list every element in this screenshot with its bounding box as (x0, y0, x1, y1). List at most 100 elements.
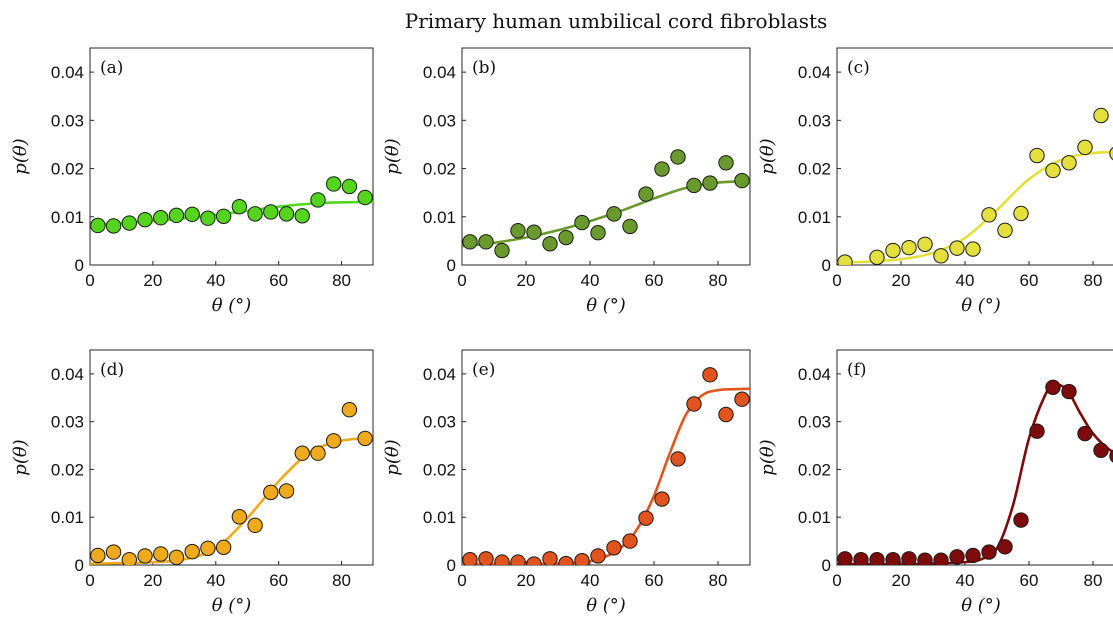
data-point (1061, 383, 1077, 400)
data-point (997, 539, 1013, 555)
data-point (278, 483, 295, 499)
data-point (901, 551, 917, 565)
plot-frame (836, 349, 1113, 566)
data-point (702, 175, 718, 191)
data-point (90, 217, 106, 234)
data-point (105, 218, 122, 234)
data-point (215, 539, 232, 556)
data-point (558, 229, 574, 246)
data-point (670, 451, 686, 467)
x-tick-label: 60 (645, 271, 664, 290)
x-tick-label: 60 (1020, 571, 1039, 590)
data-point (1077, 139, 1093, 156)
data-point (510, 223, 526, 239)
panel-label: (a) (100, 58, 123, 78)
y-tick-label: 0 (447, 556, 456, 575)
data-point (325, 176, 342, 192)
x-tick-label: 0 (85, 571, 94, 590)
y-tick-label: 0.02 (51, 460, 84, 479)
data-point (1045, 379, 1061, 395)
data-point (310, 192, 326, 208)
data-point (949, 549, 965, 565)
x-axis-label: θ (°) (961, 595, 1001, 616)
data-point (1013, 512, 1029, 528)
data-point (574, 553, 590, 565)
x-tick-label: 60 (1020, 271, 1039, 290)
x-tick-label: 0 (832, 571, 841, 590)
data-point (590, 224, 606, 241)
data-point (153, 210, 169, 226)
x-tick-label: 80 (1084, 271, 1103, 290)
y-tick-label: 0 (822, 256, 831, 275)
plot-frame (461, 47, 751, 266)
data-point (981, 207, 997, 223)
y-tick-label: 0.04 (423, 365, 456, 384)
x-tick-label: 40 (206, 571, 225, 590)
y-tick-label: 0.01 (798, 208, 831, 227)
x-tick-label: 40 (956, 271, 975, 290)
data-point (1093, 107, 1109, 124)
plot-area (462, 367, 750, 565)
data-point (837, 254, 853, 265)
y-tick-label: 0.03 (423, 111, 456, 130)
plot-area (462, 149, 750, 259)
data-point (310, 445, 326, 461)
data-point (1077, 425, 1093, 442)
x-tick-label: 20 (892, 571, 911, 590)
panel-f: 0 0.01 0.02 0.03 0.04 0 20 40 60 80 θ (°) p(θ) (f) (757, 349, 1113, 616)
x-tick-label: 40 (206, 271, 225, 290)
data-point (215, 208, 232, 224)
data-point (90, 547, 106, 564)
data-point (885, 242, 901, 259)
data-point (231, 509, 248, 525)
y-tick-label: 0.04 (423, 63, 456, 82)
panel-a: 0 0.01 0.02 0.03 0.04 0 20 40 60 80 θ (°) p(θ) (a) (10, 47, 374, 316)
data-point (357, 189, 373, 206)
data-point (901, 239, 917, 256)
data-point (247, 206, 263, 222)
data-point (168, 207, 185, 224)
y-tick-label: 0.03 (51, 111, 84, 130)
y-axis-label: p(θ) (382, 138, 403, 174)
fit-curve (90, 436, 373, 565)
data-point (526, 556, 542, 565)
y-axis-label: p(θ) (757, 439, 778, 475)
data-point (606, 540, 622, 556)
figure-title: Primary human umbilical cord fibroblasts (405, 9, 828, 33)
data-point (853, 552, 869, 565)
y-tick-label: 0.01 (51, 508, 84, 527)
data-point (184, 543, 200, 560)
fit-curve (462, 179, 750, 248)
data-point (686, 396, 702, 412)
x-tick-label: 60 (269, 271, 288, 290)
fit-curve (90, 200, 373, 227)
y-tick-label: 0.02 (423, 160, 456, 179)
panel-label: (e) (472, 360, 495, 380)
data-point (718, 155, 734, 171)
x-tick-label: 80 (332, 571, 351, 590)
y-tick-label: 0.03 (423, 413, 456, 432)
data-point (278, 206, 295, 222)
data-point (622, 533, 638, 549)
y-tick-label: 0.02 (798, 460, 831, 479)
fit-curve (837, 382, 1113, 565)
data-point (184, 206, 200, 223)
data-point (1029, 147, 1045, 164)
x-tick-label: 0 (832, 271, 841, 290)
data-point (200, 540, 216, 556)
data-point (1061, 155, 1077, 171)
y-tick-label: 0.01 (798, 508, 831, 527)
data-point (1029, 423, 1045, 439)
data-point (933, 248, 949, 264)
panel-b: 0 0.01 0.02 0.03 0.04 0 20 40 60 80 θ (°) p(θ) (b) (382, 47, 751, 316)
x-tick-label: 40 (581, 571, 600, 590)
data-point (263, 204, 279, 220)
data-point (638, 510, 654, 526)
y-tick-label: 0.04 (51, 63, 84, 82)
data-point (341, 402, 358, 418)
panel-label: (b) (472, 58, 496, 78)
data-point (869, 249, 885, 265)
fit-curve (837, 150, 1113, 264)
data-point (654, 491, 670, 507)
